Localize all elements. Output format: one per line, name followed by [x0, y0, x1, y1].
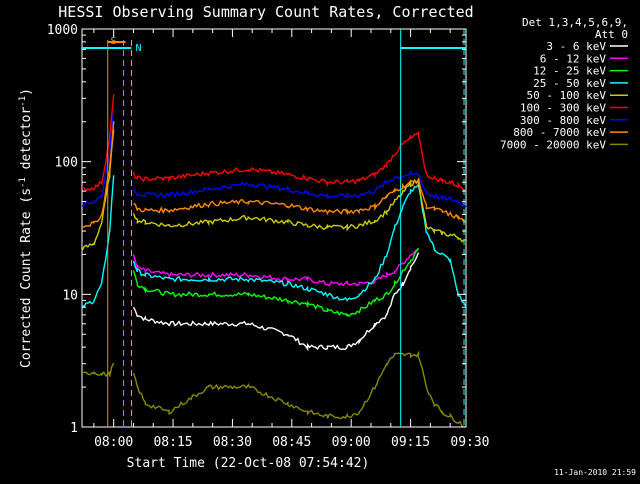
y-axis-label: Corrected Count Rate (s-1 detector-1) — [18, 88, 34, 368]
y-tick-label-2: 100 — [55, 156, 78, 171]
y-tick-label-0: 1 — [70, 421, 78, 436]
series-line-2 — [132, 247, 420, 318]
y-axis-label-sup2: -1 — [18, 96, 28, 107]
legend-label-4: 50 - 100 keV — [527, 89, 607, 102]
x-tick-label-2: 08:30 — [213, 435, 252, 450]
marker-layer: SN — [82, 29, 466, 427]
y-axis-label-main: Corrected Count Rate (s — [19, 188, 34, 368]
series-line-8 — [81, 350, 467, 428]
x-tick-label-1: 08:15 — [153, 435, 192, 450]
series-line-3 — [81, 175, 467, 309]
x-tick-label-0: 08:00 — [94, 435, 133, 450]
y-tick-label-3: 1000 — [47, 23, 78, 38]
plot-frame — [81, 28, 467, 428]
x-tick-label-6: 09:30 — [450, 435, 489, 450]
series-line-0 — [132, 252, 420, 352]
y-axis-label-mid: detector — [19, 107, 34, 178]
y-axis: 1 10 100 1000 — [47, 23, 466, 436]
legend-label-6: 300 - 800 keV — [520, 114, 606, 127]
footer-date: 11-Jan-2010 21:59 — [554, 468, 636, 477]
series-line-5 — [81, 94, 466, 193]
series-line-7 — [81, 121, 467, 228]
legend-label-7: 800 - 7000 keV — [513, 126, 606, 139]
legend-label-8: 7000 - 20000 keV — [500, 138, 606, 151]
x-tick-label-5: 09:15 — [391, 435, 430, 450]
series-layer — [81, 94, 467, 428]
plot-area: SN 08:00 08:15 08:30 08:45 09:00 09:15 09:30 1… — [47, 23, 490, 450]
legend-label-1: 6 - 12 keV — [540, 52, 607, 65]
legend-label-0: 3 - 6 keV — [546, 40, 606, 53]
marker-label-s: S — [111, 36, 117, 47]
legend-label-3: 25 - 50 keV — [533, 77, 606, 90]
series-line-6 — [81, 110, 467, 208]
legend-label-5: 100 - 300 keV — [520, 102, 606, 115]
y-axis-label-sup1: -1 — [18, 177, 28, 188]
series-line-1 — [132, 249, 419, 287]
y-axis-label-end: ) — [19, 88, 34, 96]
x-tick-label-3: 08:45 — [272, 435, 311, 450]
legend-label-2: 12 - 25 keV — [533, 65, 606, 78]
chart-title: HESSI Observing Summary Count Rates, Cor… — [58, 3, 473, 21]
x-tick-label-4: 09:00 — [332, 435, 371, 450]
y-tick-label-1: 10 — [62, 288, 78, 303]
legend-header-2: Att 0 — [595, 28, 628, 41]
series-line-4 — [81, 129, 467, 252]
x-axis-label: Start Time (22-Oct-08 07:54:42) — [127, 456, 370, 471]
x-axis: 08:00 08:15 08:30 08:45 09:00 09:15 09:30 — [93, 29, 490, 450]
legend-header-1: Det 1,3,4,5,6,9, — [522, 16, 628, 29]
marker-label-n: N — [135, 43, 141, 54]
